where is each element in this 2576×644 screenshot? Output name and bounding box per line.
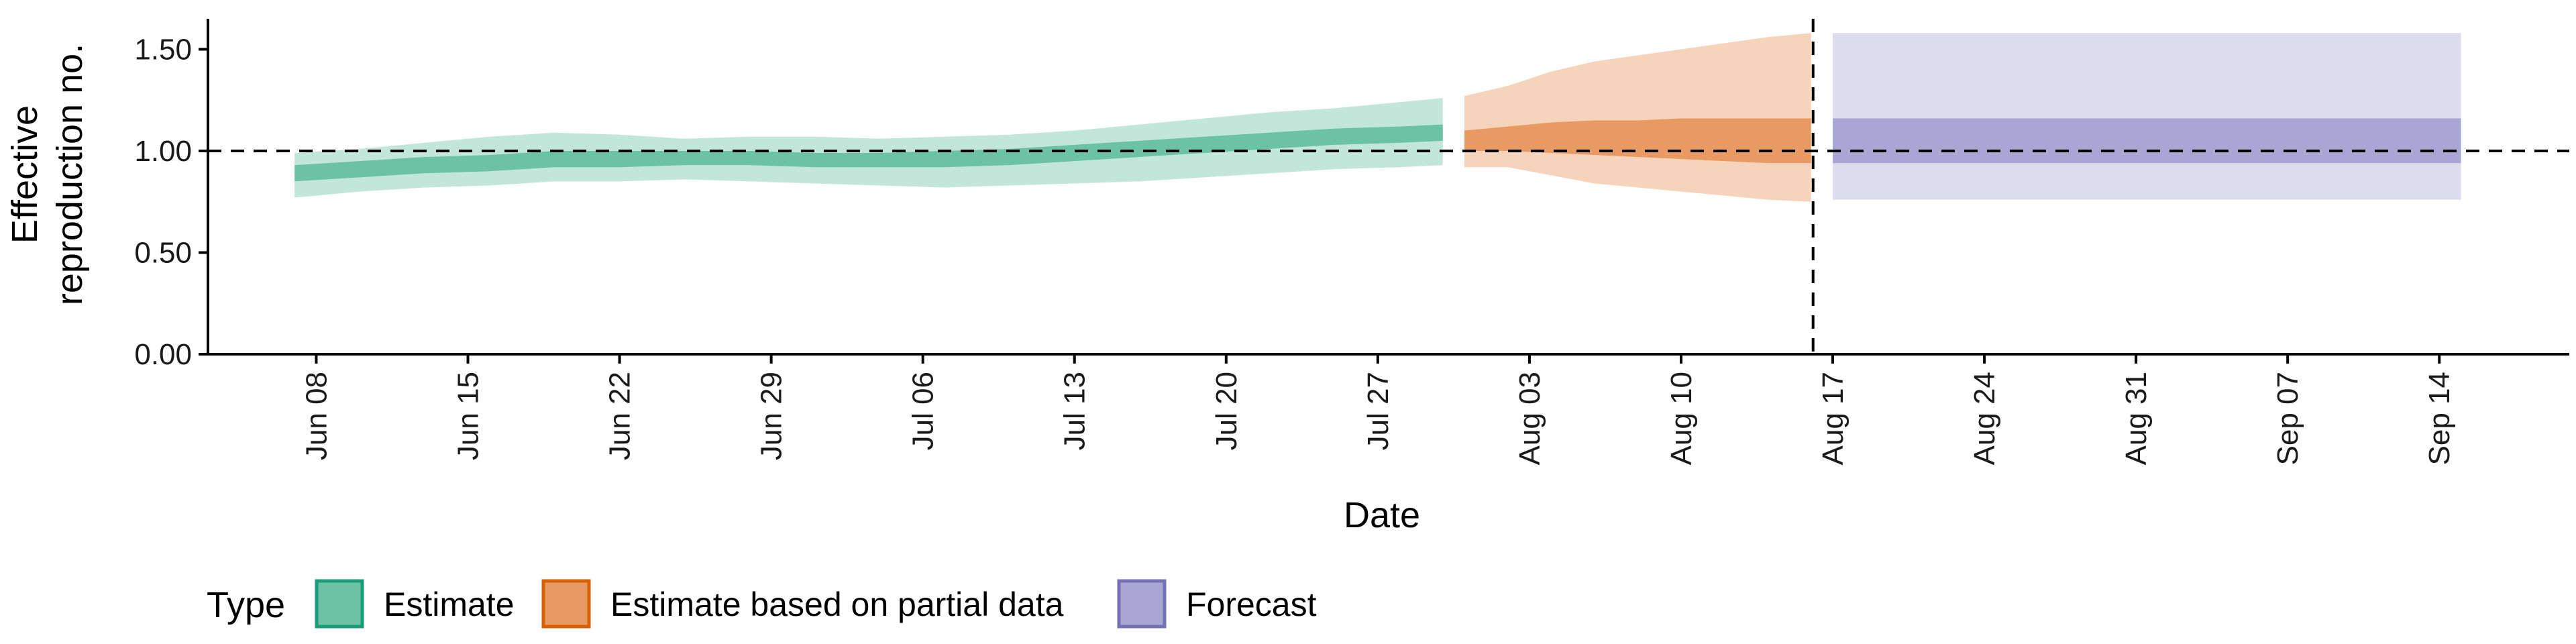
y-tick-label: 1.00 <box>134 135 192 168</box>
y-axis-title-line1: Effective <box>5 105 45 244</box>
x-tick-label: Aug 17 <box>1817 372 1849 465</box>
x-tick-label: Jul 13 <box>1059 372 1091 450</box>
legend-label: Forecast <box>1186 586 1317 623</box>
legend-key <box>541 579 591 629</box>
tick-labels: 0.00 0.50 1.00 1.50 Jun 08 Jun 15 Jun 22 Jun 29… <box>134 33 2456 465</box>
x-tick-label: Jul 20 <box>1210 372 1243 450</box>
band-outer-estimate <box>294 98 1443 198</box>
x-tick-label: Jul 27 <box>1362 372 1395 450</box>
x-tick-label: Aug 10 <box>1665 372 1698 465</box>
band-inner-estimate <box>294 124 1443 182</box>
axes <box>199 19 2569 364</box>
x-tick-label: Aug 24 <box>1968 372 2001 465</box>
x-tick-label: Jul 06 <box>907 372 940 450</box>
legend-title: Type <box>207 585 285 625</box>
y-axis-title-line2: reproduction no. <box>50 44 90 305</box>
y-tick-label: 0.50 <box>134 236 192 269</box>
x-axis-title: Date <box>1344 495 1420 535</box>
legend-label: Estimate <box>384 586 515 623</box>
legend-key <box>315 579 364 629</box>
y-tick-label: 0.00 <box>134 338 192 371</box>
reference-lines <box>208 19 2569 354</box>
band-inner-forecast <box>1833 118 2461 164</box>
band-outer-forecast <box>1833 33 2461 200</box>
bands-layer <box>294 33 2461 202</box>
legend-label: Estimate based on partial data <box>610 586 1064 623</box>
x-tick-label: Sep 14 <box>2423 372 2456 465</box>
legend: Type Estimate Estimate based on partial d… <box>207 579 1317 629</box>
x-tick-label: Jun 29 <box>755 372 788 460</box>
x-tick-label: Aug 31 <box>2120 372 2153 465</box>
x-tick-label: Jun 22 <box>604 372 637 460</box>
legend-key <box>1117 579 1167 629</box>
x-tick-label: Jun 08 <box>300 372 333 460</box>
x-tick-label: Aug 03 <box>1513 372 1546 465</box>
x-tick-label: Jun 15 <box>452 372 485 460</box>
x-tick-label: Sep 07 <box>2271 372 2304 465</box>
y-tick-label: 1.50 <box>134 33 192 66</box>
band-outer-estimate-based-on-partial-data <box>1464 33 1811 202</box>
